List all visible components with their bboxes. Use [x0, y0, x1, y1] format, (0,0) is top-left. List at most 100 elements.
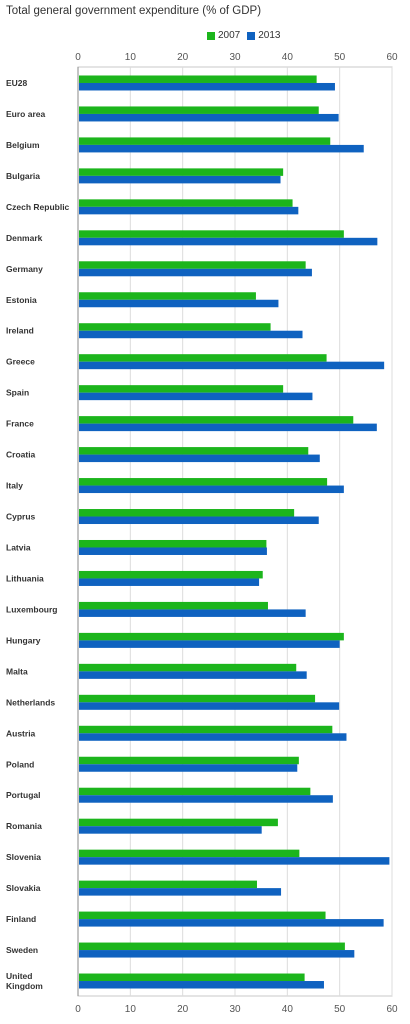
category-label: Greece — [6, 357, 35, 367]
category-label: EU28 — [6, 78, 28, 88]
chart-title: Total general government expenditure (% … — [6, 5, 262, 17]
bar-2007 — [79, 75, 317, 83]
category-label: Sweden — [6, 945, 38, 955]
bar-2013 — [79, 764, 298, 772]
x-tick-label-bottom: 60 — [386, 1004, 398, 1015]
bar-2013 — [79, 330, 303, 339]
legend-label-2013: 2013 — [258, 30, 281, 41]
category-label: Romania — [6, 821, 42, 831]
x-tick-label-bottom: 10 — [125, 1004, 137, 1015]
bar-2007 — [79, 663, 297, 672]
category-label: Hungary — [6, 635, 41, 645]
bar-2013 — [79, 299, 279, 308]
bar-2007 — [79, 694, 316, 703]
category-label: Slovakia — [6, 883, 41, 893]
bar-2013 — [79, 485, 344, 494]
bar-2013 — [79, 702, 340, 710]
category-label: Estonia — [6, 295, 37, 305]
bar-2013 — [79, 82, 335, 91]
category-label: Ireland — [6, 326, 34, 336]
x-tick-label-bottom: 0 — [75, 1004, 81, 1015]
bar-2007 — [79, 478, 328, 486]
bar-2007 — [79, 416, 354, 424]
category-label: France — [6, 419, 34, 429]
bar-2013 — [79, 609, 306, 617]
bar-2007 — [79, 911, 326, 920]
x-tick-label-top: 10 — [125, 52, 137, 63]
bar-2013 — [79, 733, 347, 741]
category-label: Cyprus — [6, 512, 36, 522]
category-label: Bulgaria — [6, 171, 40, 181]
bar-2013 — [79, 981, 324, 989]
category-label: Austria — [6, 728, 36, 738]
category-label: Latvia — [6, 542, 31, 552]
bar-2007 — [79, 385, 284, 393]
bar-2013 — [79, 578, 260, 586]
category-label: Germany — [6, 264, 43, 274]
bar-2013 — [79, 144, 364, 153]
category-label: Croatia — [6, 450, 36, 460]
bar-2013 — [79, 454, 320, 463]
category-label: Poland — [6, 759, 34, 769]
bar-2007 — [79, 292, 256, 300]
bar-2007 — [79, 601, 268, 610]
x-tick-label-top: 30 — [229, 52, 241, 63]
bar-2007 — [79, 539, 267, 548]
bar-2007 — [79, 447, 309, 455]
bar-2007 — [79, 137, 331, 145]
x-tick-label-top: 40 — [282, 52, 294, 63]
x-tick-label-bottom: 30 — [229, 1004, 241, 1015]
legend: 2007 2013 — [207, 30, 284, 41]
bar-2013 — [79, 857, 390, 865]
category-label: Slovenia — [6, 852, 41, 862]
x-tick-label-bottom: 40 — [282, 1004, 294, 1015]
bar-2013 — [79, 206, 299, 215]
bar-2007 — [79, 230, 344, 238]
category-label: Finland — [6, 914, 36, 924]
x-tick-label-top: 50 — [334, 52, 346, 63]
legend-swatch-2007 — [207, 31, 215, 40]
bar-2007 — [79, 199, 293, 207]
bar-2013 — [79, 392, 313, 401]
legend-label-2007: 2007 — [218, 30, 241, 41]
bar-2013 — [79, 113, 339, 122]
bar-2007 — [79, 756, 299, 765]
bar-2007 — [79, 973, 305, 982]
bar-2013 — [79, 640, 340, 648]
bar-2013 — [79, 516, 319, 525]
bar-2013 — [79, 423, 377, 432]
bar-2007 — [79, 880, 257, 889]
category-label: Denmark — [6, 233, 43, 243]
bar-2007 — [79, 323, 271, 331]
category-label: Spain — [6, 388, 29, 398]
bar-2013 — [79, 547, 267, 555]
bar-2007 — [79, 632, 344, 641]
bar-2013 — [79, 671, 307, 679]
bar-2007 — [79, 787, 311, 796]
bar-2013 — [79, 795, 333, 803]
x-tick-label-top: 0 — [75, 52, 81, 63]
category-label: Luxembourg — [6, 604, 57, 614]
legend-item-2013: 2013 — [247, 30, 281, 41]
x-tick-label-bottom: 50 — [334, 1004, 346, 1015]
category-label: Czech Republic — [6, 202, 70, 212]
bar-2013 — [79, 175, 281, 184]
bar-2007 — [79, 570, 263, 579]
bar-2013 — [79, 361, 385, 370]
category-label: Portugal — [6, 790, 40, 800]
category-label: Italy — [6, 481, 23, 491]
x-tick-label-top: 20 — [177, 52, 189, 63]
bar-2013 — [79, 826, 262, 834]
bar-2007 — [79, 942, 345, 951]
bar-2007 — [79, 354, 327, 362]
category-label: Euro area — [6, 109, 45, 119]
bar-2007 — [79, 261, 306, 269]
bar-2007 — [79, 509, 295, 517]
legend-swatch-2013 — [247, 31, 256, 40]
bar-2013 — [79, 950, 355, 958]
category-label: Belgium — [6, 140, 40, 150]
bar-2013 — [79, 919, 384, 927]
bar-2013 — [79, 237, 378, 246]
category-label: United — [6, 971, 32, 981]
